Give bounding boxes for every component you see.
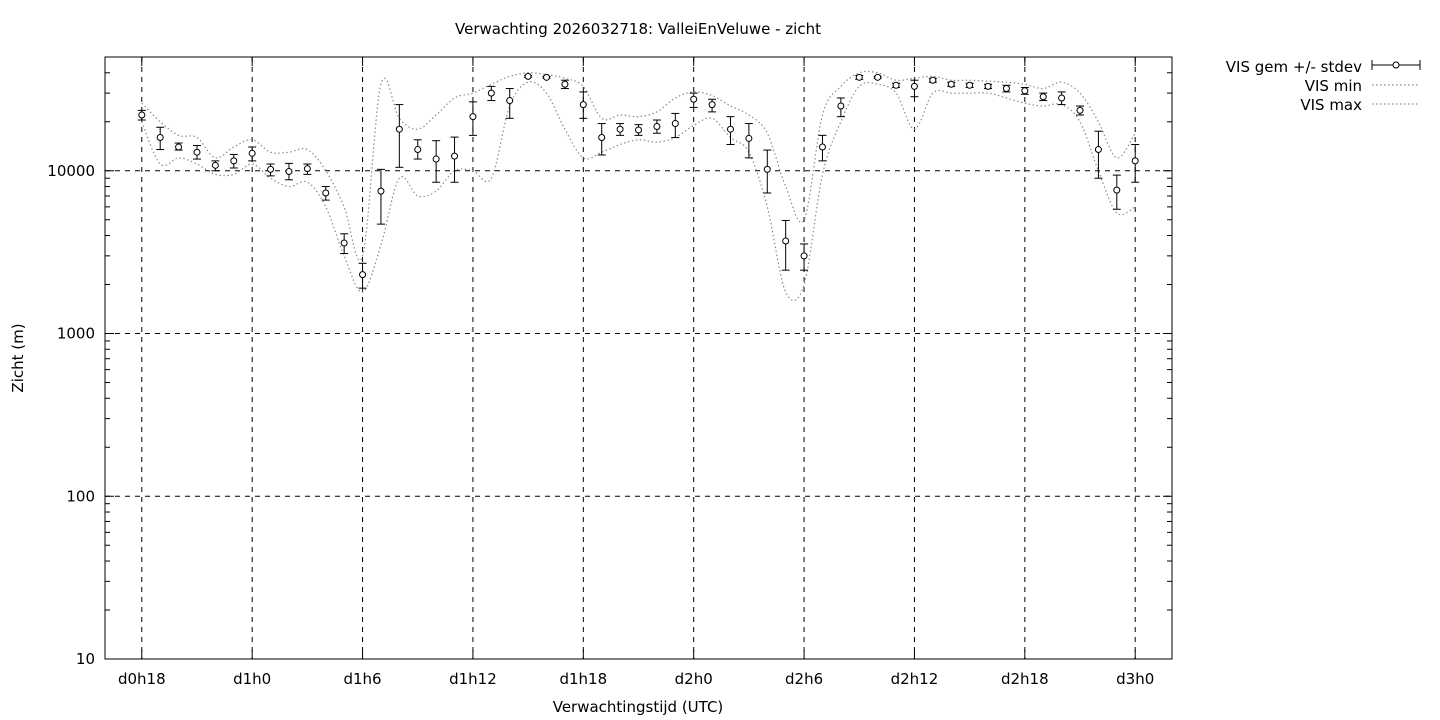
series-vis-mean xyxy=(137,72,1140,289)
y-tick-label: 1000 xyxy=(57,325,95,343)
data-point xyxy=(543,73,551,81)
x-tick-label: d2h18 xyxy=(1001,670,1049,688)
data-point xyxy=(469,113,477,121)
data-point xyxy=(487,89,495,97)
data-point xyxy=(395,125,403,133)
grid xyxy=(105,57,1172,659)
axis-ticks xyxy=(105,57,1172,660)
legend-label-mean: VIS gem +/- stdev xyxy=(1226,58,1362,76)
data-point xyxy=(1039,93,1047,101)
data-point xyxy=(653,123,661,131)
data-point xyxy=(193,148,201,156)
data-point xyxy=(156,134,164,142)
legend: VIS gem +/- stdev VIS min VIS max xyxy=(1226,58,1421,114)
data-point xyxy=(1113,186,1121,194)
data-point xyxy=(947,80,955,88)
x-axis-label: Verwachtingstijd (UTC) xyxy=(553,698,724,716)
x-tick-label: d2h6 xyxy=(785,670,823,688)
data-point xyxy=(506,97,514,105)
x-tick-label: d1h18 xyxy=(559,670,607,688)
data-point xyxy=(929,76,937,84)
series-vis-max-line xyxy=(141,70,1136,261)
data-point xyxy=(966,81,974,89)
data-point xyxy=(616,125,624,133)
data-point xyxy=(524,72,532,80)
data-point xyxy=(708,101,716,109)
data-point xyxy=(671,120,679,128)
legend-label-max: VIS max xyxy=(1300,96,1362,114)
data-point xyxy=(782,237,790,245)
y-tick-label: 100 xyxy=(66,487,95,505)
data-point xyxy=(359,271,367,279)
x-tick-label: d3h0 xyxy=(1116,670,1154,688)
x-tick-label: d1h6 xyxy=(343,670,381,688)
data-point xyxy=(745,134,753,142)
legend-swatch-mean xyxy=(1371,60,1421,70)
data-point xyxy=(910,82,918,90)
data-point xyxy=(984,82,992,90)
data-point xyxy=(230,157,238,165)
chart-title: Verwachting 2026032718: ValleiEnVeluwe -… xyxy=(455,20,821,38)
data-point xyxy=(248,149,256,157)
data-point xyxy=(1058,94,1066,102)
data-point xyxy=(138,111,146,119)
data-point xyxy=(1076,106,1084,114)
data-point xyxy=(1021,87,1029,95)
data-point xyxy=(892,81,900,89)
x-tick-label: d0h18 xyxy=(118,670,166,688)
series-vis-min-line xyxy=(141,81,1136,302)
y-tick-labels: 10 100 1000 10000 xyxy=(47,162,95,668)
data-point xyxy=(340,239,348,247)
legend-label-min: VIS min xyxy=(1305,77,1362,95)
data-point xyxy=(377,187,385,195)
data-point xyxy=(1094,146,1102,154)
data-point xyxy=(726,125,734,133)
x-tick-label: d1h12 xyxy=(449,670,497,688)
data-point xyxy=(763,165,771,173)
y-tick-label: 10 xyxy=(76,650,95,668)
data-point xyxy=(1002,85,1010,93)
plot-frame xyxy=(104,56,1173,660)
data-point xyxy=(579,101,587,109)
data-point xyxy=(451,152,459,160)
data-point xyxy=(322,189,330,197)
data-point xyxy=(175,143,183,151)
data-point xyxy=(635,126,642,134)
x-tick-label: d2h12 xyxy=(891,670,939,688)
data-point xyxy=(267,165,275,173)
y-axis-label: Zicht (m) xyxy=(9,323,27,392)
data-point xyxy=(285,167,293,175)
data-point xyxy=(818,143,826,151)
data-point xyxy=(561,80,569,88)
y-tick-label: 10000 xyxy=(47,162,95,180)
data-point xyxy=(303,165,311,173)
x-tick-label: d1h0 xyxy=(233,670,271,688)
data-point xyxy=(414,146,422,154)
data-point xyxy=(432,155,440,163)
data-point xyxy=(874,73,882,81)
data-point xyxy=(800,252,808,260)
data-point xyxy=(1131,157,1139,165)
data-point xyxy=(837,102,845,110)
x-tick-labels: d0h18 d1h0 d1h6 d1h12 d1h18 d2h0 d2h6 d2h12 d2h1… xyxy=(118,670,1154,688)
data-point xyxy=(690,95,698,103)
data-point xyxy=(598,134,606,142)
data-point xyxy=(211,161,219,169)
x-tick-label: d2h0 xyxy=(675,670,713,688)
data-point xyxy=(855,73,863,81)
